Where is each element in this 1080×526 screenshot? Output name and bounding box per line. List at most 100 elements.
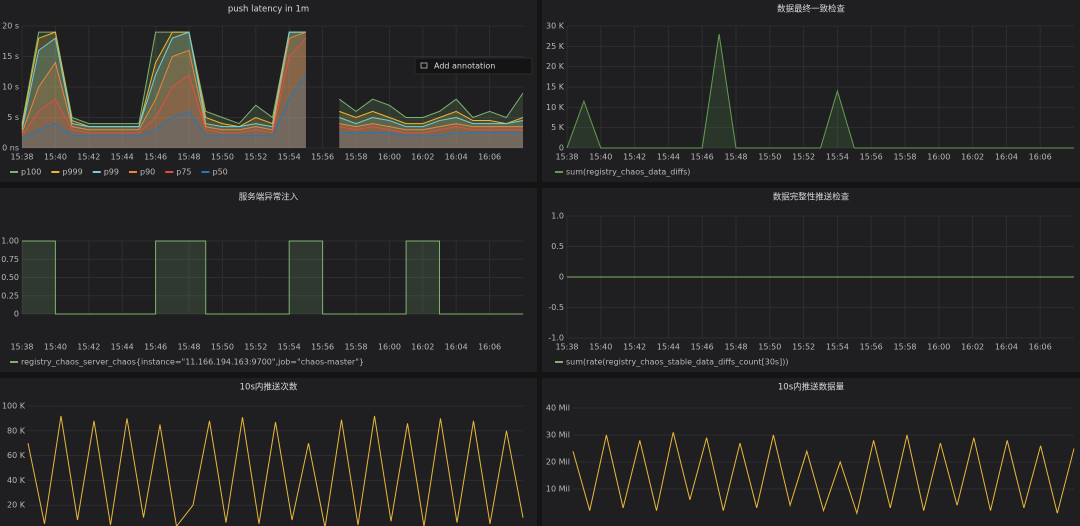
plot: 0 0.25 0.50 0.75 1.00 15:38 15:40 15:42 15:44 15:… [1,237,523,352]
panel-background [542,188,1080,372]
y-tick-label: 15 K [546,83,565,92]
y-tick-label: -1.0 [548,334,564,343]
y-tick-label: 30 Mil [546,431,570,440]
legend-label: p100 [21,168,41,177]
x-tick-label: 15:48 [724,343,747,352]
y-tick-label: 1.0 [551,212,564,221]
x-tick-label: 16:02 [411,343,434,352]
panel-title: push latency in 1m [228,5,309,15]
plot: 10 Mil 20 Mil 30 Mil 40 Mil [546,404,1075,516]
y-tick-label: 40 K [7,476,26,485]
x-tick-label: 15:46 [691,153,714,162]
panel-background [0,378,537,526]
x-tick-label: 15:42 [77,343,100,352]
x-tick-label: 15:38 [10,343,33,352]
y-tick-label: 20 Mil [546,458,570,467]
x-tick-label: 15:58 [893,343,916,352]
series-area [22,38,523,149]
series-area [22,32,523,148]
series-line [22,240,523,315]
series-line [572,432,1075,516]
y-tick-label: 40 Mil [546,404,570,413]
plot: 0 5 K 10 K 15 K 20 K 25 K 30 K 15:38 15:40 15:42 1… [546,22,1074,162]
x-tick-label: 15:56 [311,343,334,352]
panel-background [542,0,1080,182]
plot: 0 ns 5 s 10 s 15 s 20 s 15:38 15:40 15:42 15:44 1… [2,22,524,162]
annotation-icon [420,62,428,69]
y-tick-label: 15 s [2,52,19,61]
y-tick-label: 0 ns [2,144,19,153]
annotation-box [414,57,533,75]
y-tick-label: 60 K [7,451,26,460]
x-tick-label: 15:44 [657,153,680,162]
legend-label: registry_chaos_server_chaos{instance="11… [21,358,364,367]
panel-title: 服务端异常注入 [239,192,299,203]
x-tick-label: 15:58 [344,343,367,352]
x-tick-label: 15:42 [623,343,646,352]
x-tick-label: 15:52 [244,153,267,162]
x-tick-label: 15:38 [555,343,578,352]
legend-label: p99 [104,168,119,177]
y-tick-label: 20 K [546,62,565,71]
x-tick-label: 16:00 [927,343,950,352]
x-tick-label: 16:04 [445,343,468,352]
x-tick-label: 16:06 [1029,153,1052,162]
y-tick-label: 5 K [551,123,565,132]
x-tick-label: 15:46 [144,343,167,352]
x-tick-label: 15:40 [589,153,612,162]
x-tick-label: 15:56 [860,343,883,352]
x-tick-label: 16:04 [445,153,468,162]
legend-label: p90 [140,168,155,177]
x-tick-label: 16:00 [927,153,950,162]
x-tick-label: 15:44 [657,343,680,352]
annotation-text: Add annotation [434,62,495,71]
panel-background [542,378,1080,526]
series-area [22,32,523,148]
x-tick-label: 15:42 [623,153,646,162]
series-line [21,31,524,128]
legend-label: p999 [62,168,82,177]
series-line [21,37,523,137]
x-tick-label: 15:58 [344,153,367,162]
panel-title: 10s内推送次数 [240,382,298,393]
y-tick-label: 20 s [2,22,19,31]
series-line [21,31,523,133]
y-tick-label: 0.50 [1,273,19,282]
series-line [566,34,1074,149]
x-tick-label: 16:06 [478,343,501,352]
x-tick-label: 15:52 [244,343,267,352]
x-tick-label: 15:54 [826,153,849,162]
x-tick-label: 16:00 [378,153,401,162]
y-tick-label: 25 K [546,42,565,51]
plot: 20 K 40 K 60 K 80 K 100 K [2,402,524,526]
y-tick-label: 0 [14,310,19,319]
x-tick-label: 16:00 [378,343,401,352]
panel-title: 数据最终一致检查 [777,4,846,15]
x-tick-label: 15:48 [177,343,200,352]
panel-title: 数据完整性推送检查 [773,192,850,203]
legend-label: p50 [213,168,228,177]
x-tick-label: 15:52 [792,343,815,352]
y-tick-label: 1.00 [1,237,19,246]
x-tick-label: 16:06 [1029,343,1052,352]
series-line [27,415,524,526]
x-tick-label: 15:38 [10,153,33,162]
x-tick-label: 15:52 [792,153,815,162]
x-tick-label: 15:56 [311,153,334,162]
x-tick-label: 16:04 [995,343,1018,352]
panel: push latency in 1m 0 ns 5 s 10 s 15 s 20 s 15:… [0,0,537,182]
panel: 10s内推送次数 20 K 40 K 60 K 80 K 100 K [0,378,537,526]
y-tick-label: 5 s [7,113,19,122]
series-area [22,241,523,314]
legend-label: sum(registry_chaos_data_diffs) [566,168,690,177]
x-tick-label: 15:54 [278,343,301,352]
x-tick-label: 15:56 [860,153,883,162]
x-tick-label: 16:02 [961,343,984,352]
series-line [21,74,523,140]
x-tick-label: 15:54 [826,343,849,352]
x-tick-label: 15:46 [144,153,167,162]
legend-label: sum(rate(registry_chaos_stable_data_diff… [566,358,788,367]
x-tick-label: 15:46 [691,343,714,352]
y-tick-label: 0.75 [1,255,19,264]
